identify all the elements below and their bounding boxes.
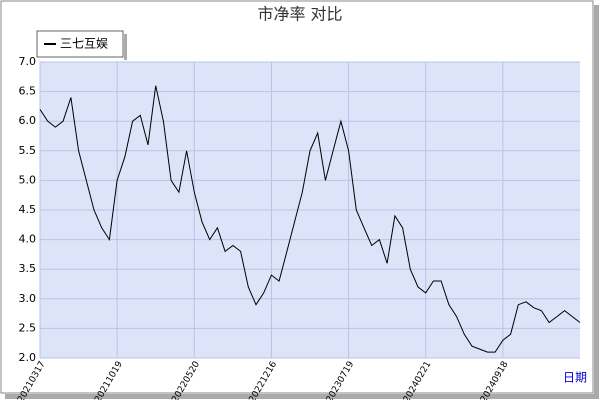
y-tick-label: 4.5 xyxy=(19,203,37,216)
y-tick-label: 3.5 xyxy=(19,262,37,275)
y-tick-label: 3.0 xyxy=(19,292,37,305)
y-tick-label: 5.5 xyxy=(19,144,37,157)
legend-shadow xyxy=(124,34,127,60)
plot xyxy=(39,85,581,353)
chart-title: 市净率 对比 xyxy=(257,5,342,24)
x-axis-label: 日期 xyxy=(563,371,587,385)
y-tick-label: 7.0 xyxy=(19,55,37,68)
y-tick-label: 2.0 xyxy=(19,351,37,364)
shadow xyxy=(594,5,599,397)
y-tick-label: 6.5 xyxy=(19,85,37,98)
grid xyxy=(39,61,580,359)
legend-label: 三七互娱 xyxy=(60,37,108,51)
y-tick-label: 4.0 xyxy=(19,233,37,246)
y-tick-label: 2.5 xyxy=(19,321,37,334)
shadow xyxy=(5,394,599,399)
series-line xyxy=(39,85,581,353)
y-tick-label: 6.0 xyxy=(19,114,37,127)
y-tick-label: 5.0 xyxy=(19,173,37,186)
